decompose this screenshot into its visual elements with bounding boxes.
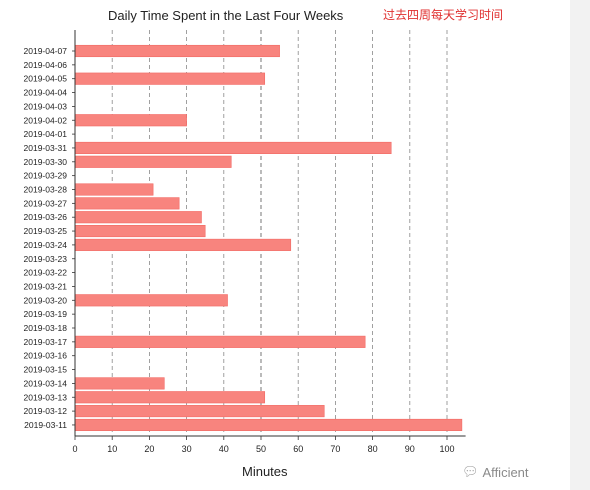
y-tick-label: 2019-03-24	[24, 240, 68, 250]
bar	[74, 238, 292, 251]
x-tick-label: 0	[72, 444, 77, 454]
x-axis-label: Minutes	[242, 464, 288, 479]
y-tick-label: 2019-03-27	[24, 198, 68, 208]
x-tick-label: 10	[107, 444, 117, 454]
y-tick-label: 2019-03-31	[24, 143, 68, 153]
y-tick-label: 2019-04-05	[24, 74, 68, 84]
x-tick-label: 50	[256, 444, 266, 454]
y-tick-label: 2019-04-06	[24, 60, 68, 70]
x-tick-label: 70	[330, 444, 340, 454]
y-tick-label: 2019-03-15	[24, 365, 68, 375]
y-tick-label: 2019-03-23	[24, 254, 68, 264]
bar	[74, 155, 232, 168]
y-tick-label: 2019-03-21	[24, 281, 68, 291]
x-tick-label: 100	[439, 444, 454, 454]
bar	[74, 405, 325, 418]
bar	[74, 391, 266, 404]
bar	[74, 335, 366, 348]
x-tick-label: 80	[368, 444, 378, 454]
chart-annotation: 过去四周每天学习时间	[383, 8, 504, 22]
bar	[74, 377, 165, 390]
chat-bubble-icon: 💬︎	[462, 464, 479, 479]
y-tick-label: 2019-04-07	[24, 46, 68, 56]
y-tick-label: 2019-03-18	[24, 323, 68, 333]
bar	[74, 183, 154, 196]
right-margin-strip	[570, 0, 590, 490]
bar	[74, 44, 280, 58]
x-tick-label: 90	[405, 444, 415, 454]
y-tick-label: 2019-03-17	[24, 337, 68, 347]
x-tick-label: 60	[293, 444, 303, 454]
y-tick-label: 2019-04-02	[24, 115, 68, 125]
y-tick-label: 2019-03-26	[24, 212, 68, 222]
watermark-text: Afficient	[482, 464, 529, 480]
y-tick-label: 2019-03-29	[24, 171, 68, 181]
y-tick-label: 2019-03-25	[24, 226, 68, 236]
bar	[74, 294, 228, 307]
x-tick-label: 40	[219, 444, 229, 454]
y-tick-label: 2019-03-20	[24, 295, 68, 305]
bar	[74, 211, 202, 224]
y-tick-label: 2019-03-19	[24, 309, 68, 319]
y-tick-label: 2019-03-12	[24, 406, 68, 416]
bar	[74, 141, 392, 154]
y-tick-label: 2019-04-01	[24, 129, 68, 139]
y-tick-label: 2019-03-22	[24, 268, 68, 278]
y-tick-label: 2019-04-04	[24, 88, 68, 98]
y-tick-label: 2019-03-13	[24, 392, 68, 402]
bar	[74, 72, 266, 85]
x-tick-label: 20	[144, 444, 154, 454]
y-tick-label: 2019-04-03	[24, 101, 68, 111]
y-tick-label: 2019-03-28	[24, 185, 68, 195]
bar	[74, 225, 206, 238]
y-tick-label: 2019-03-30	[24, 157, 68, 167]
watermark: 💬︎ Afficient	[462, 464, 529, 480]
y-tick-label: 2019-03-16	[24, 351, 68, 361]
y-tick-label: 2019-03-11	[24, 420, 67, 430]
bar	[74, 114, 187, 127]
chart-title: Daily Time Spent in the Last Four Weeks	[108, 8, 344, 23]
x-tick-label: 30	[182, 444, 192, 454]
y-tick-label: 2019-03-14	[24, 378, 68, 388]
bar	[74, 418, 463, 432]
bar	[74, 197, 180, 210]
